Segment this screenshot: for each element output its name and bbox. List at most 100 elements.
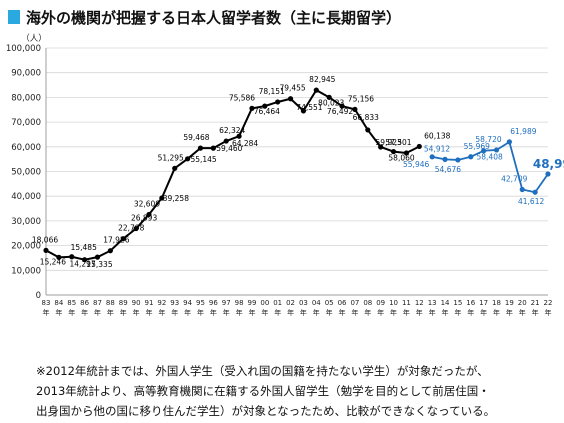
data-point [236, 133, 242, 139]
x-tick-label: 92 [157, 299, 166, 307]
x-tick-suffix: 年 [223, 308, 230, 317]
data-label: 60,138 [424, 131, 450, 140]
x-tick-label: 09 [376, 299, 385, 307]
data-label: 48,991 [533, 157, 564, 171]
data-point [313, 87, 319, 93]
x-tick-suffix: 年 [184, 308, 191, 317]
x-tick-suffix: 年 [274, 308, 281, 317]
data-point [43, 247, 49, 253]
x-tick-suffix: 年 [248, 308, 255, 317]
data-point [326, 94, 332, 100]
data-point [262, 103, 268, 109]
data-label: 64,284 [232, 139, 258, 148]
data-point [210, 145, 216, 151]
x-tick-label: 88 [106, 299, 115, 307]
x-tick-label: 01 [273, 299, 282, 307]
data-point [69, 254, 75, 260]
data-label: 15,246 [40, 257, 66, 266]
data-label: 75,586 [229, 93, 255, 102]
x-tick-suffix: 年 [532, 308, 539, 317]
x-tick-suffix: 年 [210, 308, 217, 317]
x-tick-label: 98 [235, 299, 244, 307]
data-label: 62,324 [219, 126, 245, 135]
x-tick-suffix: 年 [43, 308, 50, 317]
x-tick-suffix: 年 [416, 308, 423, 317]
x-tick-suffix: 年 [519, 308, 526, 317]
x-tick-label: 99 [247, 299, 256, 307]
x-tick-suffix: 年 [390, 308, 397, 317]
data-label: 79,455 [279, 84, 305, 93]
x-tick-label: 91 [145, 299, 154, 307]
data-point [107, 248, 113, 254]
x-tick-label: 06 [338, 299, 347, 307]
data-point [506, 139, 512, 145]
data-label: 15,485 [71, 243, 97, 252]
y-tick-label: 80,000 [11, 93, 41, 103]
data-point [390, 148, 397, 155]
x-tick-label: 83 [42, 299, 51, 307]
x-tick-suffix: 年 [493, 308, 500, 317]
x-tick-label: 00 [260, 299, 269, 307]
data-label: 51,295 [158, 153, 184, 162]
x-tick-suffix: 年 [377, 308, 384, 317]
data-point [184, 156, 191, 162]
data-point [275, 99, 281, 105]
data-label: 54,912 [424, 144, 450, 153]
y-tick-label: 70,000 [11, 118, 41, 128]
x-tick-suffix: 年 [133, 308, 140, 317]
data-point [545, 171, 551, 177]
footnote: ※2012年統計までは、外国人学生（受入れ国の国籍を持たない学生）が対象だったが… [36, 361, 556, 421]
y-tick-label: 10,000 [11, 266, 41, 276]
data-label: 15,335 [86, 260, 112, 269]
x-tick-suffix: 年 [287, 308, 294, 317]
data-point [82, 257, 88, 263]
x-tick-label: 19 [505, 299, 514, 307]
x-tick-label: 11 [402, 299, 411, 307]
data-label: 58,408 [477, 153, 503, 162]
data-label: 78,151 [259, 87, 285, 96]
data-point [94, 254, 101, 260]
x-tick-label: 89 [119, 299, 128, 307]
x-tick-label: 87 [93, 299, 102, 307]
data-point [429, 154, 435, 160]
data-label: 26,893 [131, 214, 157, 223]
x-tick-suffix: 年 [454, 308, 461, 317]
x-tick-suffix: 年 [171, 308, 178, 317]
data-label: 59,923 [376, 138, 402, 147]
x-tick-suffix: 年 [467, 308, 474, 317]
data-label: 82,945 [309, 75, 335, 84]
data-label: 14,297 [69, 260, 95, 269]
x-tick-label: 12 [415, 299, 424, 307]
data-point [365, 127, 371, 133]
y-tick-label: 50,000 [11, 168, 41, 178]
x-tick-suffix: 年 [429, 308, 436, 317]
data-point [378, 144, 384, 150]
x-tick-suffix: 年 [313, 308, 320, 317]
x-tick-suffix: 年 [197, 308, 204, 317]
data-label: 75,156 [348, 94, 374, 103]
x-tick-suffix: 年 [68, 308, 75, 317]
data-point [416, 143, 422, 150]
x-tick-label: 02 [286, 299, 295, 307]
x-tick-label: 97 [222, 299, 231, 307]
line-chart: 0 10,000 20,000 30,000 40,000 50,000 60,000 70,… [6, 33, 564, 317]
title-row: 海外の機関が把握する日本人留学者数（主に長期留学） [8, 6, 401, 28]
data-point [455, 157, 461, 163]
y-axis-unit: （人） [21, 33, 47, 44]
x-tick-label: 22 [544, 299, 553, 307]
x-tick-label: 85 [67, 299, 76, 307]
data-point [249, 105, 255, 111]
data-label: 74,551 [296, 103, 322, 112]
x-tick-suffix: 年 [300, 308, 307, 317]
data-point [339, 103, 345, 109]
x-tick-label: 13 [428, 299, 437, 307]
data-label: 32,609 [134, 199, 160, 208]
x-tick-label: 17 [479, 299, 488, 307]
x-tick-suffix: 年 [145, 308, 152, 317]
data-label: 39,258 [163, 194, 189, 203]
data-point [481, 148, 487, 154]
data-point [468, 154, 474, 160]
y-tick-label: 90,000 [11, 69, 41, 79]
chart-title: 海外の機関が把握する日本人留学者数（主に長期留学） [26, 8, 402, 27]
y-tick-label: 60,000 [11, 143, 41, 153]
